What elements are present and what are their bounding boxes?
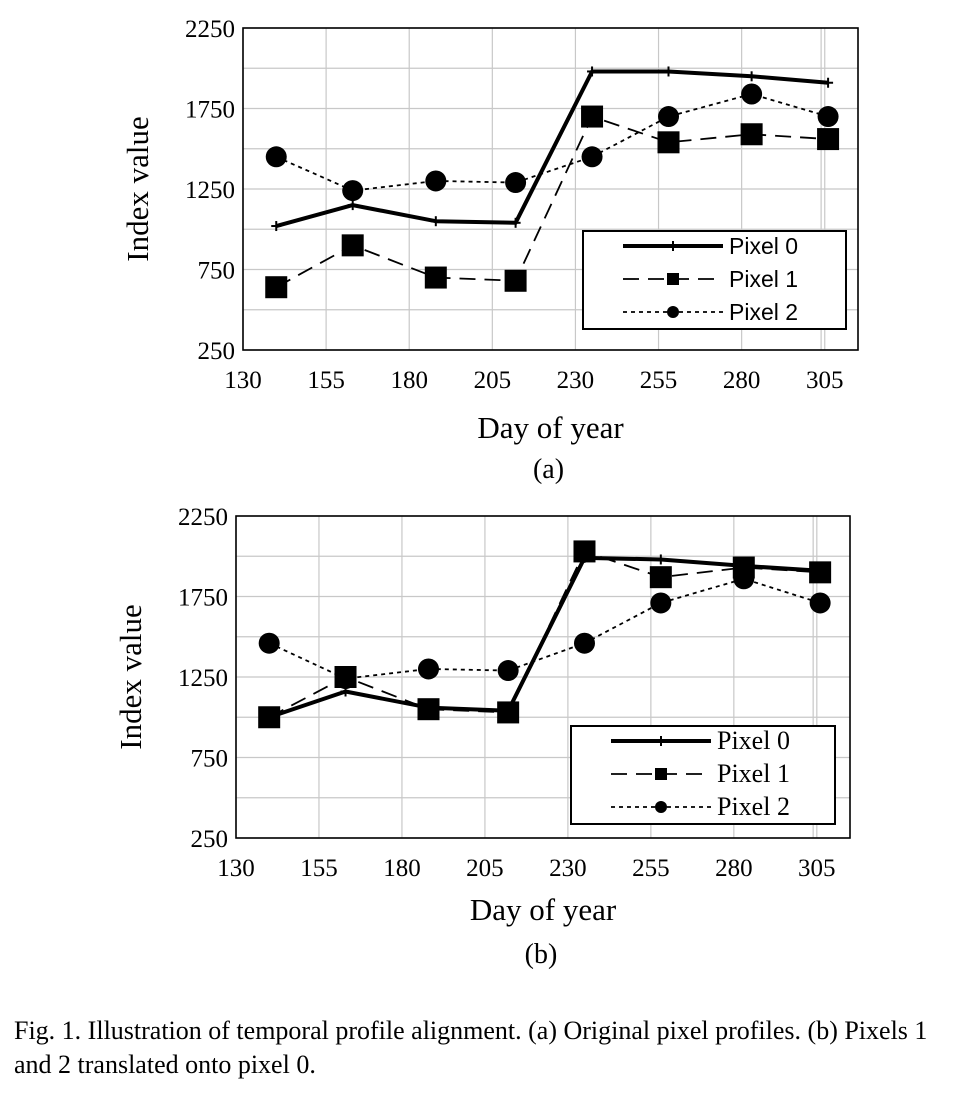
legend-label: Pixel 0 bbox=[717, 726, 790, 755]
chart-panel-b: 130 155 180 205 230 255 280 305 250 750 1250 1750 22… bbox=[113, 504, 850, 970]
y-tick-label: 250 bbox=[191, 826, 229, 853]
y-tick-label: 2250 bbox=[185, 16, 235, 43]
data-point bbox=[342, 234, 364, 256]
data-point bbox=[574, 633, 595, 654]
x-axis-label: Day of year bbox=[470, 892, 617, 927]
chart-panel-a: 130 155 180 205 230 255 280 305 250 750 1250 1750 22… bbox=[120, 16, 858, 485]
x-tick-label: 255 bbox=[640, 367, 678, 394]
data-point bbox=[497, 701, 519, 723]
legend-label: Pixel 2 bbox=[729, 299, 798, 325]
panel-label: (b) bbox=[525, 939, 558, 970]
x-tick-label: 280 bbox=[723, 367, 761, 394]
y-tick-label: 250 bbox=[198, 338, 236, 365]
y-tick-label: 750 bbox=[191, 746, 229, 773]
y-axis-label: Index value bbox=[113, 604, 148, 749]
x-tick-label: 230 bbox=[557, 367, 595, 394]
data-point bbox=[747, 71, 757, 81]
data-point bbox=[431, 216, 441, 226]
y-tick-label: 1750 bbox=[185, 97, 235, 124]
data-point bbox=[418, 658, 439, 679]
legend-marker bbox=[667, 273, 679, 285]
y-tick-label: 1250 bbox=[185, 177, 235, 204]
x-tick-label: 305 bbox=[806, 367, 844, 394]
x-tick-label: 130 bbox=[217, 855, 255, 882]
data-point bbox=[741, 84, 762, 105]
data-point bbox=[505, 172, 526, 193]
panel-label: (a) bbox=[533, 454, 564, 485]
y-tick-label: 2250 bbox=[178, 504, 228, 531]
data-point bbox=[258, 706, 280, 728]
y-tick-label: 1750 bbox=[178, 585, 228, 612]
data-point bbox=[810, 592, 831, 613]
data-point bbox=[658, 131, 680, 153]
data-point bbox=[573, 540, 595, 562]
x-tick-label: 305 bbox=[798, 855, 836, 882]
legend: Pixel 0 Pixel 1 Pixel 2 bbox=[583, 231, 846, 329]
x-tick-label: 155 bbox=[307, 367, 345, 394]
data-point bbox=[348, 200, 358, 210]
legend-marker bbox=[655, 768, 667, 780]
x-tick-label: 205 bbox=[466, 855, 504, 882]
data-point bbox=[425, 170, 446, 191]
legend-label: Pixel 1 bbox=[729, 266, 798, 292]
data-point bbox=[809, 561, 831, 583]
data-point bbox=[417, 698, 439, 720]
x-tick-label: 180 bbox=[383, 855, 421, 882]
legend-label: Pixel 1 bbox=[717, 759, 790, 788]
data-point bbox=[265, 276, 287, 298]
y-axis-label: Index value bbox=[120, 116, 155, 261]
legend-marker bbox=[655, 801, 667, 813]
figure-canvas: 130 155 180 205 230 255 280 305 250 750 1250 1750 22… bbox=[0, 0, 976, 1000]
data-point bbox=[817, 128, 839, 150]
data-point bbox=[498, 660, 519, 681]
y-tick-label: 1250 bbox=[178, 665, 228, 692]
data-point bbox=[650, 592, 671, 613]
data-point bbox=[741, 123, 763, 145]
data-point bbox=[425, 267, 447, 289]
data-point bbox=[505, 270, 527, 292]
figure-caption: Fig. 1. Illustration of temporal profile… bbox=[14, 1014, 964, 1082]
data-point bbox=[266, 146, 287, 167]
series-pixel-2 bbox=[259, 568, 831, 689]
data-point bbox=[259, 633, 280, 654]
series-line bbox=[269, 579, 820, 679]
data-point bbox=[342, 180, 363, 201]
legend-marker bbox=[667, 306, 679, 318]
x-axis-label: Day of year bbox=[477, 410, 624, 445]
x-tick-label: 180 bbox=[390, 367, 428, 394]
legend-label: Pixel 2 bbox=[717, 792, 790, 821]
legend-label: Pixel 0 bbox=[729, 233, 798, 259]
data-point bbox=[335, 668, 356, 689]
data-point bbox=[733, 568, 754, 589]
data-point bbox=[581, 106, 603, 128]
x-tick-label: 130 bbox=[224, 367, 262, 394]
x-tick-label: 205 bbox=[474, 367, 512, 394]
data-point bbox=[658, 106, 679, 127]
x-tick-label: 255 bbox=[632, 855, 670, 882]
x-tick-label: 155 bbox=[300, 855, 338, 882]
data-point bbox=[818, 106, 839, 127]
x-tick-label: 280 bbox=[715, 855, 753, 882]
y-tick-label: 750 bbox=[198, 258, 236, 285]
x-tick-label: 230 bbox=[549, 855, 587, 882]
legend: Pixel 0 Pixel 1 Pixel 2 bbox=[571, 726, 835, 824]
data-point bbox=[582, 146, 603, 167]
data-point bbox=[650, 566, 672, 588]
